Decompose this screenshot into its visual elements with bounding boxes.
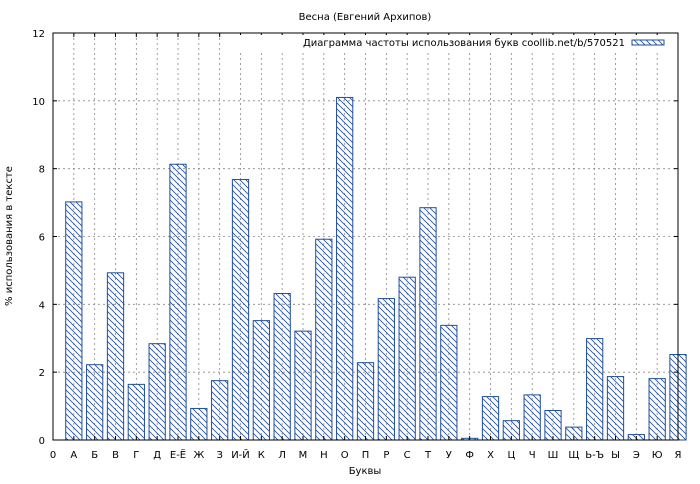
y-tick-label: 10 (32, 97, 45, 108)
bar (211, 380, 229, 441)
bar (648, 378, 666, 441)
bar (523, 394, 541, 441)
bars (65, 96, 687, 441)
x-tick-label: Ш (548, 450, 559, 461)
x-tick-label: А (70, 450, 77, 461)
bar (336, 96, 354, 441)
bar (148, 343, 166, 441)
legend-label: Диаграмма частоты использования букв coo… (303, 38, 625, 49)
x-tick-label: Э (633, 450, 640, 461)
chart-title: Весна (Евгений Архипов) (299, 12, 432, 23)
bar (377, 298, 395, 441)
y-axis-label: % использования в тексте (4, 166, 15, 306)
bar (252, 320, 270, 441)
x-tick-label: 0 (50, 450, 56, 461)
y-tick-label: 4 (39, 300, 45, 311)
bar (65, 201, 83, 441)
x-tick-label: В (112, 450, 119, 461)
x-tick-label: О (341, 450, 349, 461)
grid (53, 33, 678, 440)
x-axis-label: Буквы (349, 466, 382, 477)
x-tick-label: Ч (529, 450, 536, 461)
bar (356, 362, 375, 441)
bar (86, 364, 104, 441)
bar (231, 179, 250, 441)
x-tick-label: П (362, 450, 370, 461)
x-tick-label: Ц (507, 450, 515, 461)
x-tick-label: Т (424, 450, 432, 461)
x-tick-label: С (404, 450, 411, 461)
bar (315, 238, 333, 441)
x-tick-label: Л (278, 450, 286, 461)
bar (481, 396, 500, 441)
x-tick-label: Я (675, 450, 682, 461)
x-tick-label: Д (153, 450, 161, 461)
bar (440, 324, 458, 441)
y-tick-label: 0 (39, 436, 45, 447)
y-tick-label: 8 (39, 165, 45, 176)
legend-swatch (631, 39, 665, 46)
x-tick-label: Щ (568, 450, 579, 461)
x-tick-label: Р (383, 450, 389, 461)
ticks: 0 2 4 6 8 10 12 0 А Б В Г Д Е-Ё Ж З И-Й К Л М Н О П Р С Т У Ф Х Ц Ч Ш Щ Ь… (32, 29, 681, 461)
x-tick-label: М (299, 450, 308, 461)
bar (544, 409, 562, 441)
x-tick-label: З (216, 450, 222, 461)
x-tick-label: Ж (193, 450, 204, 461)
bar (127, 383, 145, 441)
bar (273, 292, 291, 441)
x-tick-label: Ю (652, 450, 663, 461)
x-tick-label: К (258, 450, 265, 461)
x-tick-label: Ь-Ъ (585, 450, 604, 461)
bar (294, 330, 312, 441)
x-tick-label: И-Й (231, 448, 250, 461)
bar (106, 272, 125, 441)
x-tick-label: Г (133, 450, 139, 461)
bar (169, 163, 187, 441)
x-tick-label: Ы (611, 450, 620, 461)
x-tick-label: Х (487, 450, 494, 461)
legend-background (240, 35, 675, 52)
y-tick-label: 6 (39, 233, 45, 244)
y-tick-label: 12 (32, 29, 45, 40)
bar (606, 376, 625, 441)
bar (190, 407, 208, 441)
x-tick-label: Н (320, 450, 328, 461)
y-tick-label: 2 (39, 368, 45, 379)
x-tick-label: У (446, 450, 452, 461)
x-tick-label: Е-Ё (170, 448, 186, 461)
x-tick-label: Б (91, 450, 98, 461)
bar (419, 207, 437, 441)
legend: Диаграмма частоты использования букв coo… (240, 35, 675, 52)
bar (586, 338, 604, 441)
x-tick-label: Ф (465, 450, 474, 461)
bar (398, 276, 416, 441)
